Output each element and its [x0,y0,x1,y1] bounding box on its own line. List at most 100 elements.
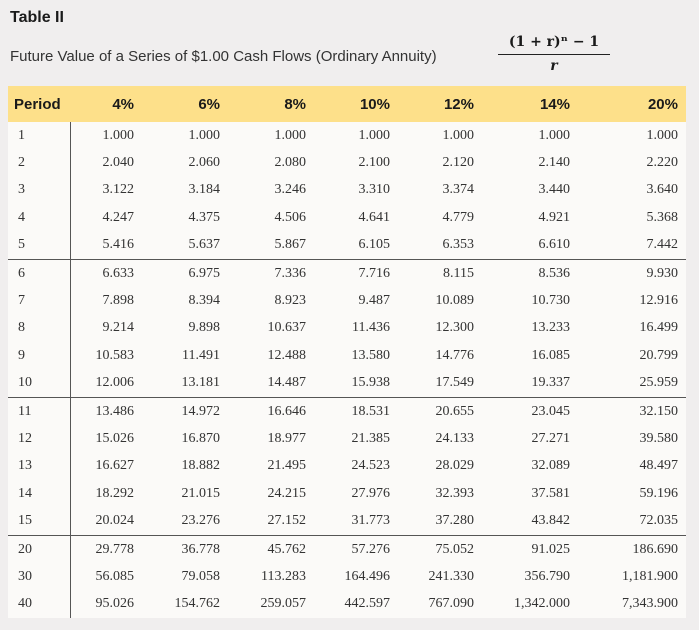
value-cell: 356.790 [524,568,571,584]
value-cell: 4.375 [188,209,221,225]
value-cell: 15.026 [95,430,135,446]
value-cell: 79.058 [181,568,221,584]
value-cell: 3.440 [538,182,571,198]
value-cell: 8.394 [188,293,221,309]
header-rate: 4% [70,86,142,122]
table-row: 12 15.026 16.870 18.977 21.385 24.133 27.271 39… [8,425,686,453]
header-period: Period [8,86,70,122]
value-cell: 12.300 [435,320,475,336]
value-cell: 17.549 [435,375,475,391]
value-cell: 12.006 [95,375,135,391]
value-cell: 32.393 [435,485,475,501]
value-cell: 21.495 [267,458,307,474]
value-cell: 21.385 [351,430,391,446]
table-row: 6 6.633 6.975 7.336 7.716 8.115 8.536 9.930 [8,258,686,288]
header-rate: 6% [142,86,228,122]
value-cell: 13.486 [70,396,142,426]
value-cell: 186.690 [578,534,686,564]
value-cell: 18.977 [267,430,307,446]
value-cell: 9.898 [188,320,221,336]
value-cell: 7,343.900 [622,596,678,612]
value-cell: 7.336 [228,258,314,288]
value-cell: 7.442 [646,237,679,253]
table-row: 7 7.898 8.394 8.923 9.487 10.089 10.730 12.916 [8,287,686,315]
value-cell: 6.610 [538,237,571,253]
value-cell: 767.090 [428,596,475,612]
table-row: 13 16.627 18.882 21.495 24.523 28.029 32.089 48… [8,452,686,481]
table-row: 8 9.214 9.898 10.637 11.436 12.300 13.233 16.49… [8,314,686,343]
period-cell: 30 [8,563,71,591]
value-cell: 6.633 [70,258,142,288]
value-cell: 27.976 [351,485,391,501]
value-cell: 12.488 [267,347,307,363]
value-cell: 24.133 [435,430,475,446]
period-cell: 20 [8,534,71,564]
value-cell: 16.499 [639,320,679,336]
value-cell: 1,181.900 [622,568,678,584]
period-cell: 1 [8,122,71,150]
value-cell: 18.292 [95,485,135,501]
value-cell: 6.353 [442,237,475,253]
value-cell: 8.115 [398,258,482,288]
value-cell: 19.337 [531,375,571,391]
value-cell: 1,342.000 [514,596,570,612]
value-cell: 32.089 [531,458,571,474]
annuity-formula: (1 + r)ⁿ − 1 r [498,32,610,77]
value-cell: 32.150 [578,396,686,426]
period-cell: 12 [8,425,71,453]
period-cell: 9 [8,342,71,370]
table-row: 20 29.778 36.778 45.762 57.276 75.052 91.025 18… [8,534,686,564]
value-cell: 16.870 [181,430,221,446]
value-cell: 3.122 [102,182,135,198]
value-cell: 10.637 [267,320,307,336]
value-cell: 10.583 [95,347,135,363]
table-row: 5 5.416 5.637 5.867 6.105 6.353 6.610 7.442 [8,231,686,260]
period-cell: 10 [8,369,71,398]
value-cell: 5.368 [646,209,679,225]
value-cell: 3.310 [358,182,391,198]
value-cell: 24.215 [267,485,307,501]
table-row: 40 95.026 154.762 259.057 442.597 767.090 1,34… [8,590,686,619]
period-cell: 13 [8,452,71,481]
value-cell: 5.637 [188,237,221,253]
value-cell: 10.089 [435,293,475,309]
value-cell: 7.716 [314,258,398,288]
value-cell: 37.581 [531,485,571,501]
value-cell: 14.972 [142,396,228,426]
period-cell: 14 [8,480,71,508]
value-cell: 9.930 [578,258,686,288]
value-cell: 8.536 [482,258,578,288]
value-cell: 57.276 [314,534,398,564]
value-cell: 20.655 [398,396,482,426]
value-cell: 5.867 [274,237,307,253]
value-cell: 27.152 [267,513,307,529]
value-cell: 39.580 [639,430,679,446]
period-cell: 11 [8,396,71,426]
value-cell: 1.000 [188,127,221,143]
value-cell: 13.181 [181,375,221,391]
value-cell: 241.330 [428,568,475,584]
value-cell: 37.280 [435,513,475,529]
table-row: 9 10.583 11.491 12.488 13.580 14.776 16.085 20.… [8,342,686,370]
period-cell: 8 [8,314,71,343]
period-cell: 15 [8,507,71,536]
value-cell: 4.779 [442,209,475,225]
value-cell: 442.597 [344,596,391,612]
value-cell: 31.773 [351,513,391,529]
formula-numerator: (1 + r)ⁿ − 1 [508,34,600,50]
header-rate: 20% [578,86,686,122]
value-cell: 25.959 [639,375,679,391]
table-row: 3 3.122 3.184 3.246 3.310 3.374 3.440 3.640 [8,176,686,205]
value-cell: 72.035 [639,513,679,529]
table-caption: Future Value of a Series of $1.00 Cash F… [10,48,437,65]
value-cell: 1.000 [274,127,307,143]
value-cell: 1.000 [442,127,475,143]
value-cell: 21.015 [181,485,221,501]
value-cell: 4.247 [102,209,135,225]
value-cell: 9.214 [102,320,135,336]
table-body: 1 1.000 1.000 1.000 1.000 1.000 1.000 1.000 2 2.0… [8,122,686,619]
table-row: 10 12.006 13.181 14.487 15.938 17.549 19.337 25… [8,369,686,398]
value-cell: 1.000 [358,127,391,143]
period-cell: 5 [8,231,71,260]
value-cell: 20.799 [639,347,679,363]
